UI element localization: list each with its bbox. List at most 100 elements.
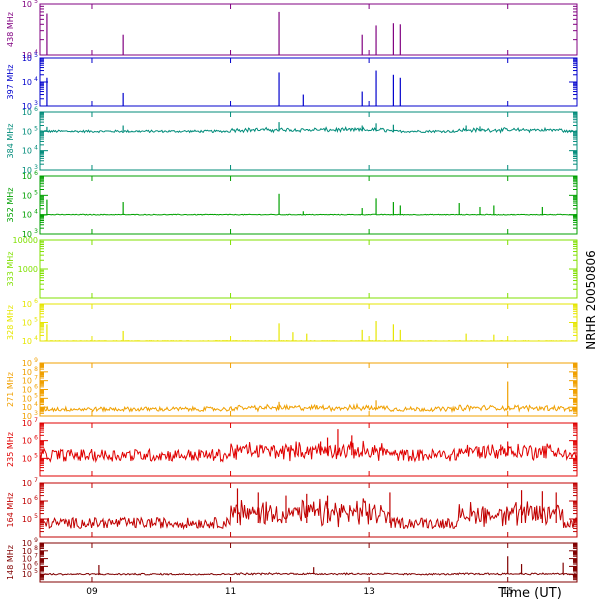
series-line — [39, 498, 578, 531]
x-tick-label: 13 — [363, 587, 374, 597]
y-tick-label: 10 — [22, 51, 32, 60]
series-line — [39, 402, 577, 414]
y-tick-exponent: 5 — [34, 52, 38, 59]
y-tick-label: 10 — [22, 479, 32, 488]
y-tick-exponent: 6 — [34, 106, 38, 113]
panel-label: 235 MHz — [6, 432, 15, 467]
y-tick-exponent: 6 — [34, 560, 38, 567]
y-tick-exponent: 7 — [34, 417, 38, 424]
y-tick-label: 10 — [22, 368, 32, 377]
x-tick-label: 09 — [86, 587, 98, 597]
y-tick-label: 10 — [22, 547, 32, 556]
y-tick-label: 1000 — [18, 265, 38, 274]
panel-label: 148 MHz — [6, 545, 15, 580]
y-tick-label: 10 — [22, 555, 32, 564]
y-tick-exponent: 3 — [34, 100, 38, 107]
y-tick-label: 10 — [22, 454, 32, 463]
panel-label: 271 MHz — [6, 372, 15, 407]
panel-frame — [39, 303, 578, 342]
y-tick-label: 10000 — [13, 236, 38, 245]
y-tick-label: 10 — [22, 166, 32, 175]
y-tick-label: 10 — [22, 337, 32, 346]
y-tick-exponent: 5 — [34, 452, 38, 459]
x-axis: 09 11 13 15 Time (UT) — [86, 586, 562, 600]
y-tick-label: 10 — [22, 319, 32, 328]
y-tick-exponent: 4 — [34, 401, 38, 408]
y-tick-exponent: 4 — [34, 49, 38, 56]
y-tick-exponent: 8 — [34, 366, 38, 373]
series-line — [39, 440, 578, 464]
y-tick-exponent: 6 — [34, 170, 38, 177]
station-date-label: NRHR 20050806 — [584, 250, 598, 350]
panel-frame — [39, 175, 578, 235]
x-tick-label: 11 — [225, 587, 236, 597]
panel-label: 384 MHz — [6, 124, 15, 159]
y-tick-exponent: 6 — [34, 384, 38, 391]
y-tick-label: 10 — [22, 394, 32, 403]
y-tick-label: 10 — [22, 172, 32, 181]
y-tick-exponent: 7 — [34, 477, 38, 484]
series-line — [40, 126, 578, 134]
y-tick-exponent: 9 — [34, 357, 38, 364]
y-tick-label: 10 — [22, 412, 32, 421]
panel-label: 438 MHz — [6, 12, 15, 47]
y-tick-exponent: 4 — [34, 209, 38, 216]
panel-333-mhz: 1000 10000 333 MHz — [6, 236, 578, 299]
y-tick-label: 10 — [22, 403, 32, 412]
y-tick-label: 10 — [22, 54, 32, 63]
y-tick-label: 10 — [22, 359, 32, 368]
y-tick-exponent: 7 — [34, 375, 38, 382]
y-tick-label: 10 — [22, 147, 32, 156]
y-tick-label: 10 — [22, 0, 32, 9]
y-tick-label: 10 — [22, 230, 32, 239]
y-tick-exponent: 9 — [34, 537, 38, 544]
x-axis-label: Time (UT) — [497, 586, 562, 600]
y-tick-exponent: 5 — [34, 189, 38, 196]
y-tick-label: 10 — [22, 539, 32, 548]
y-tick-label: 10 — [22, 108, 32, 117]
y-tick-label: 10 — [22, 191, 32, 200]
y-tick-exponent: 7 — [34, 553, 38, 560]
y-tick-exponent: 4 — [34, 76, 38, 83]
y-tick-exponent: 6 — [34, 435, 38, 442]
y-tick-label: 10 — [22, 78, 32, 87]
y-tick-exponent: 5 — [34, 317, 38, 324]
y-tick-exponent: 3 — [34, 228, 38, 235]
y-tick-exponent: 4 — [34, 335, 38, 342]
y-tick-label: 10 — [22, 211, 32, 220]
y-tick-label: 10 — [22, 300, 32, 309]
panel-frame — [39, 111, 578, 171]
series-line — [39, 213, 578, 216]
y-tick-exponent: 3 — [34, 410, 38, 417]
y-tick-label: 10 — [22, 127, 32, 136]
panel-label: 333 MHz — [6, 252, 15, 287]
y-tick-label: 10 — [22, 570, 32, 579]
y-tick-label: 10 — [22, 102, 32, 111]
y-tick-exponent: 5 — [34, 392, 38, 399]
y-tick-label: 10 — [22, 437, 32, 446]
panel-label: 352 MHz — [6, 188, 15, 223]
panel-frame — [39, 542, 578, 583]
y-tick-label: 10 — [22, 515, 32, 524]
panel-label: 164 MHz — [6, 493, 15, 528]
panel-label: 397 MHz — [6, 65, 15, 100]
y-tick-exponent: 6 — [34, 298, 38, 305]
y-tick-label: 10 — [22, 377, 32, 386]
y-tick-label: 10 — [22, 419, 32, 428]
y-tick-exponent: 4 — [34, 145, 38, 152]
panel-frame — [39, 422, 578, 477]
y-tick-exponent: 5 — [34, 0, 38, 5]
panel-frame — [39, 57, 578, 107]
x-tick-label: 15 — [502, 587, 513, 597]
